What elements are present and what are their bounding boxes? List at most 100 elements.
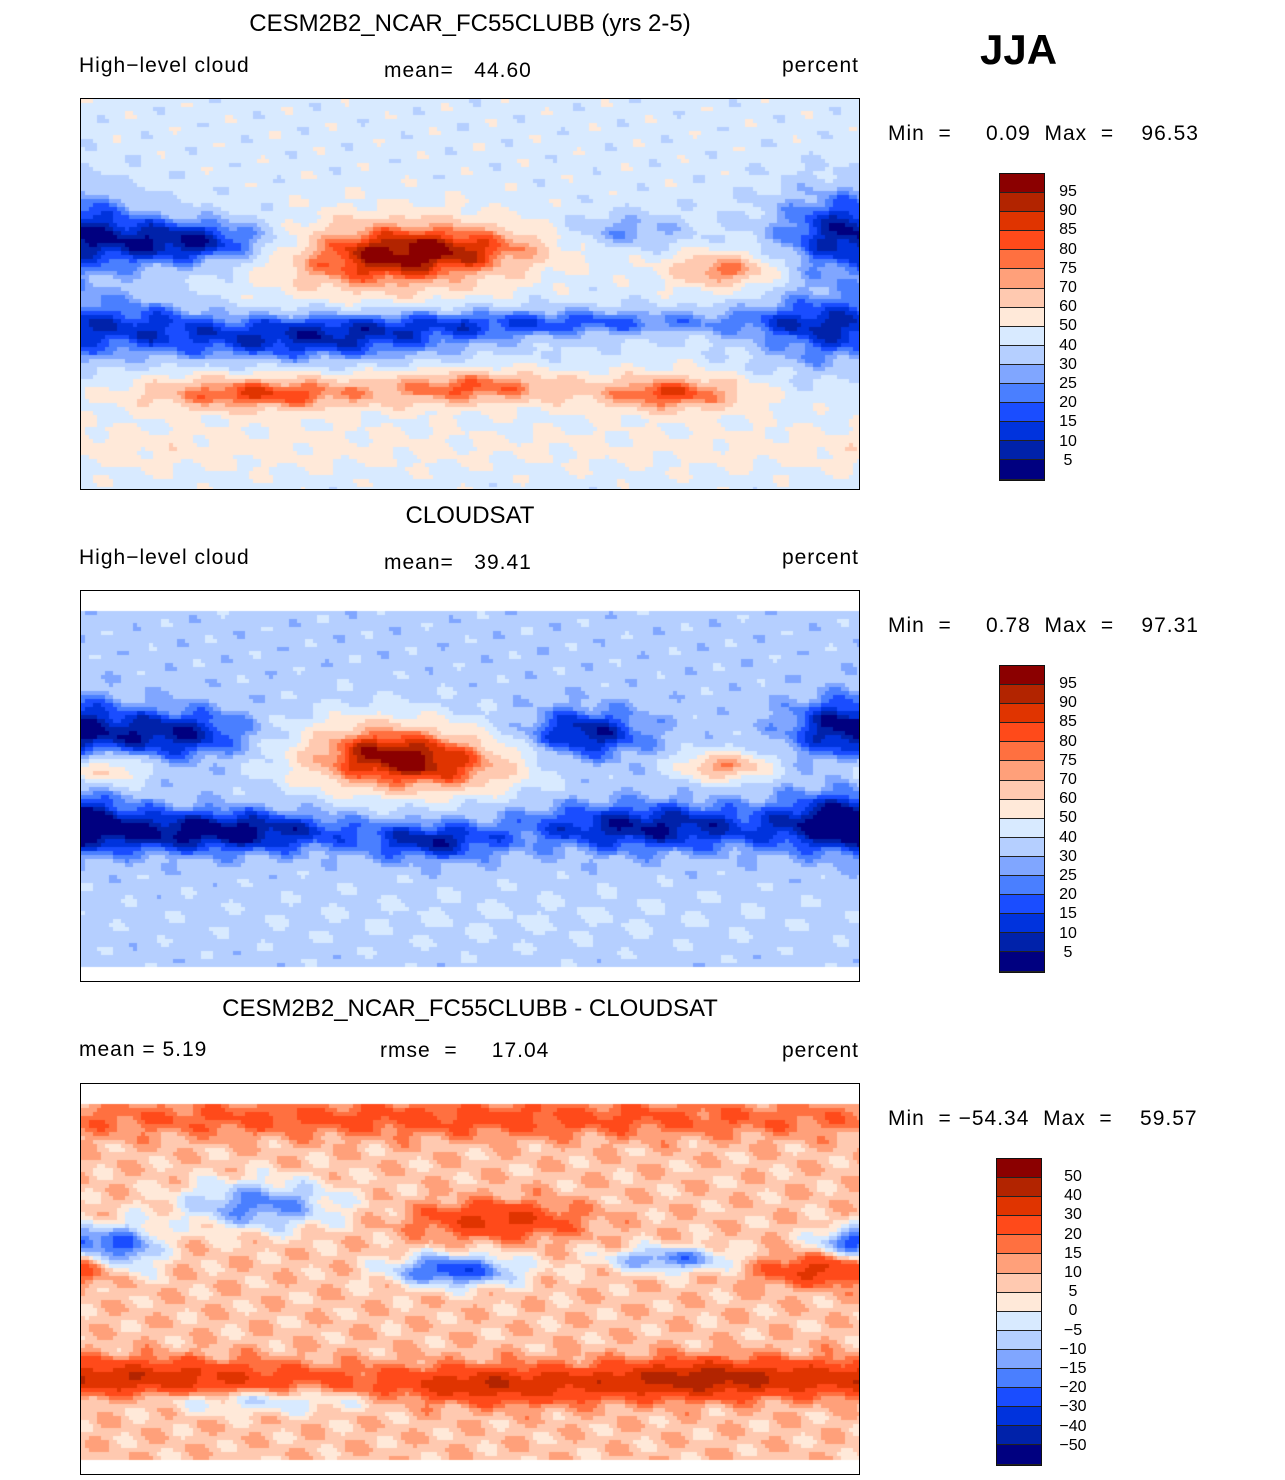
colorbar-swatch (1000, 326, 1044, 346)
colorbar-swatch (1000, 780, 1044, 800)
colorbar-swatch (1000, 837, 1044, 857)
colorbar-label: 40 (1064, 1187, 1082, 1205)
difference-left-label: mean = 5.19 (79, 1038, 208, 1061)
difference-minmax: Min = −54.34 Max = 59.57 (888, 1107, 1198, 1130)
colorbar-label: 40 (1059, 828, 1077, 846)
colorbar-swatch (1000, 193, 1044, 213)
colorbar-swatch (1000, 914, 1044, 934)
colorbar-swatch (1000, 704, 1044, 724)
colorbar-label: 80 (1059, 240, 1077, 258)
colorbar-label: 10 (1064, 1264, 1082, 1281)
colorbar-swatch (997, 1254, 1041, 1274)
colorbar-label: −40 (1059, 1417, 1087, 1435)
colorbar-label: 20 (1059, 394, 1077, 412)
colorbar-label: 30 (1064, 1206, 1082, 1224)
colorbar-swatch (997, 1273, 1041, 1293)
colorbar-label: 30 (1059, 355, 1077, 373)
colorbar-label: 75 (1059, 259, 1077, 277)
colorbar-label: −50 (1059, 1436, 1087, 1454)
colorbar-swatch (1000, 876, 1044, 896)
cloudsat-title: CLOUDSAT (405, 502, 535, 529)
cloudsat-left-label: High−level cloud (79, 546, 250, 569)
colorbar-swatch (1000, 345, 1044, 365)
colorbar-label: 95 (1059, 183, 1077, 200)
colorbar-label: 90 (1059, 694, 1077, 712)
cloudsat-units: percent (781, 546, 859, 569)
colorbar-label: 50 (1064, 1168, 1082, 1185)
colorbar-label: 70 (1059, 279, 1077, 296)
colorbar-label: 60 (1059, 298, 1077, 316)
colorbar-swatch (1000, 742, 1044, 762)
colorbar-label: 95 (1059, 675, 1077, 692)
colorbar-swatch (1000, 952, 1044, 972)
colorbar-swatch (1000, 307, 1044, 327)
colorbar-swatch (1000, 269, 1044, 289)
difference-colorbar (996, 1158, 1042, 1466)
colorbar-swatch (997, 1369, 1041, 1389)
colorbar-swatch (1000, 723, 1044, 743)
colorbar-swatch (997, 1159, 1041, 1179)
colorbar-swatch (1000, 895, 1044, 915)
colorbar-label: 50 (1059, 317, 1077, 335)
colorbar-swatch (1000, 250, 1044, 270)
cloudsat-map (80, 590, 860, 982)
model-center-stat: mean= 44.60 (384, 59, 532, 82)
season-label: JJA (980, 26, 1058, 73)
colorbar-swatch (997, 1311, 1041, 1331)
colorbar-label: 25 (1059, 375, 1077, 392)
colorbar-label: 20 (1059, 886, 1077, 904)
colorbar-label: 50 (1059, 809, 1077, 827)
colorbar-swatch (1000, 441, 1044, 461)
cloudsat-minmax: Min = 0.78 Max = 97.31 (888, 614, 1199, 637)
cloudsat-center-stat: mean= 39.41 (384, 551, 532, 574)
model-colorbar (999, 173, 1045, 481)
colorbar-swatch (1000, 384, 1044, 404)
colorbar-swatch (1000, 818, 1044, 838)
colorbar-label: 40 (1059, 336, 1077, 354)
colorbar-label: 75 (1059, 751, 1077, 769)
colorbar-label: −30 (1059, 1398, 1087, 1416)
colorbar-label: 15 (1059, 413, 1077, 431)
colorbar-label: 90 (1059, 202, 1077, 220)
colorbar-swatch (997, 1388, 1041, 1408)
colorbar-swatch (997, 1426, 1041, 1446)
colorbar-swatch (1000, 933, 1044, 953)
difference-title: CESM2B2_NCAR_FC55CLUBB - CLOUDSAT (222, 995, 718, 1022)
colorbar-swatch (997, 1197, 1041, 1217)
colorbar-label: 85 (1059, 221, 1077, 239)
colorbar-swatch (1000, 288, 1044, 308)
colorbar-label: 25 (1059, 867, 1077, 884)
colorbar-swatch (997, 1349, 1041, 1370)
colorbar-swatch (1000, 761, 1044, 781)
colorbar-label: 20 (1064, 1225, 1082, 1243)
colorbar-swatch (1000, 174, 1044, 194)
colorbar-label: 5 (1063, 451, 1073, 469)
colorbar-label: 10 (1059, 432, 1077, 450)
difference-map (80, 1083, 860, 1475)
colorbar-label: 0 (1068, 1302, 1078, 1320)
model-minmax: Min = 0.09 Max = 96.53 (888, 122, 1199, 145)
colorbar-swatch (997, 1407, 1041, 1427)
colorbar-swatch (997, 1292, 1041, 1312)
cloudsat-colorbar (999, 665, 1045, 973)
colorbar-label: 85 (1059, 713, 1077, 731)
colorbar-label: 10 (1059, 924, 1077, 942)
colorbar-label: 5 (1063, 943, 1073, 961)
colorbar-swatch (1000, 212, 1044, 232)
colorbar-label: 30 (1059, 847, 1077, 865)
colorbar-label: 70 (1059, 771, 1077, 788)
colorbar-label: −20 (1059, 1379, 1087, 1397)
colorbar-swatch (997, 1178, 1041, 1198)
colorbar-label: 5 (1068, 1283, 1078, 1301)
colorbar-label: −15 (1059, 1360, 1087, 1377)
difference-center-stat: rmse = 17.04 (380, 1039, 550, 1062)
colorbar-label: 80 (1059, 732, 1077, 750)
colorbar-swatch (1000, 460, 1044, 480)
colorbar-swatch (1000, 856, 1044, 877)
colorbar-swatch (997, 1235, 1041, 1255)
difference-units: percent (781, 1039, 859, 1062)
colorbar-swatch (1000, 422, 1044, 442)
colorbar-label: 15 (1059, 905, 1077, 923)
colorbar-swatch (1000, 799, 1044, 819)
colorbar-swatch (1000, 403, 1044, 423)
